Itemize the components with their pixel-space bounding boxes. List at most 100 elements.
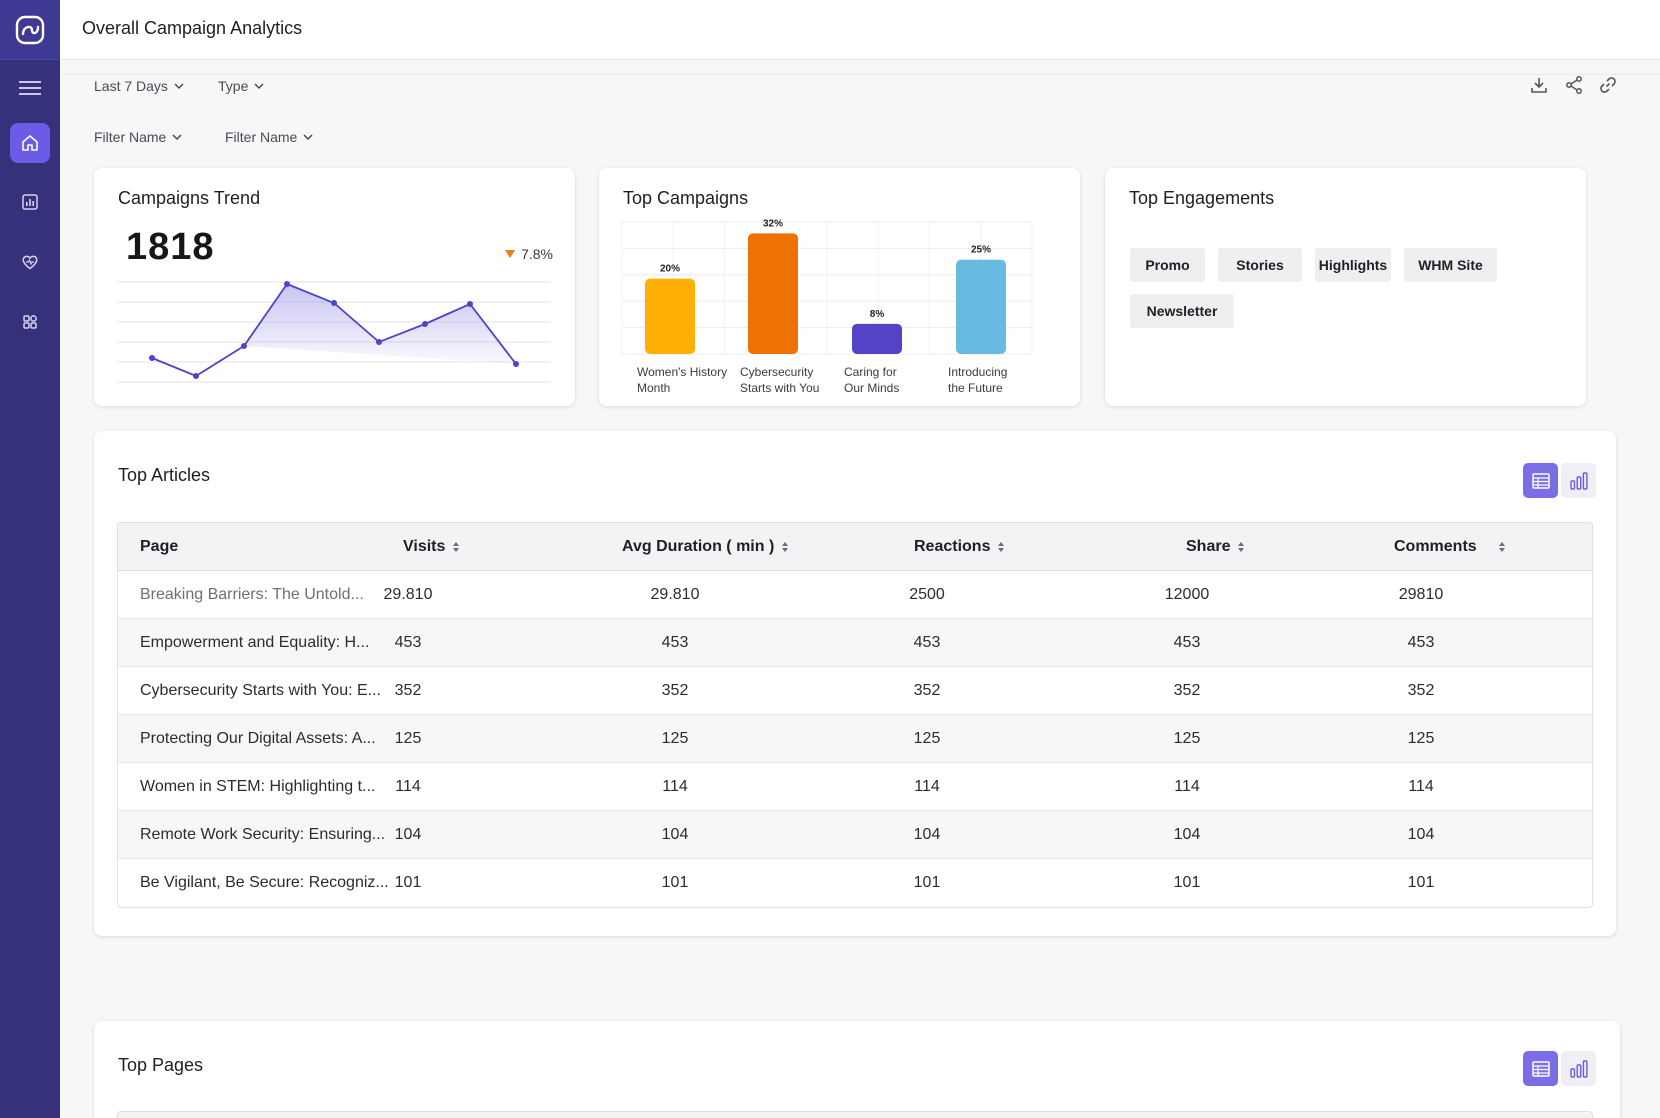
table-row[interactable]: Breaking Barriers: The Untold... 29.810 29… (118, 571, 1592, 619)
bar[interactable] (645, 278, 695, 354)
column-header-comments[interactable]: Comments (1394, 523, 1505, 571)
trend-sparkline (117, 281, 551, 383)
category-label: Caring for (844, 365, 897, 379)
chart-view-toggle[interactable] (1561, 1051, 1596, 1086)
cell-page[interactable]: Empowerment and Equality: H... (140, 634, 370, 651)
table-row[interactable]: Empowerment and Equality: H... 453 453 453 4… (118, 619, 1592, 667)
menu-icon (19, 81, 41, 95)
app-logo[interactable] (0, 0, 60, 60)
sort-icon[interactable] (998, 542, 1005, 552)
cell-visits: 101 (394, 874, 422, 891)
cell-comments: 114 (1408, 778, 1434, 795)
cell-reactions: 2500 (909, 586, 945, 603)
column-header-page[interactable]: Page (140, 523, 178, 571)
chevron-down-icon (174, 83, 184, 90)
filter-label-2: Filter Name (225, 129, 298, 145)
filter-dropdown-1[interactable]: Filter Name (94, 129, 182, 145)
cell-reactions: 104 (913, 826, 941, 843)
cell-visits: 125 (394, 730, 422, 747)
filter-dropdown-2[interactable]: Filter Name (225, 129, 313, 145)
cell-page[interactable]: Be Vigilant, Be Secure: Recogniz... (140, 874, 389, 891)
category-label: Cybersecurity (740, 365, 813, 379)
top-campaigns-chart: 20% Women's History Month 32% Cybersecurity S… (621, 218, 1033, 395)
column-header-visits[interactable]: Visits (403, 523, 460, 571)
top-pages-card: Top Pages (94, 1021, 1620, 1118)
bar[interactable] (748, 233, 798, 354)
page-header: Overall Campaign Analytics (60, 0, 1660, 60)
data-label: 32% (763, 218, 783, 229)
trend-delta: 7.8% (505, 246, 553, 262)
tag-promo[interactable]: Promo (1130, 248, 1205, 282)
cell-share: 104 (1173, 826, 1201, 843)
sidebar-item-wellbeing[interactable] (10, 242, 50, 282)
filter-label-1: Filter Name (94, 129, 167, 145)
bar[interactable] (852, 323, 902, 354)
cell-share: 125 (1173, 730, 1201, 747)
cell-comments: 125 (1407, 730, 1435, 747)
bar[interactable] (956, 259, 1006, 354)
table-body: Breaking Barriers: The Untold... 29.810 29… (118, 571, 1592, 907)
date-range-label: Last 7 Days (94, 78, 168, 94)
table-row[interactable]: Remote Work Security: Ensuring... 104 104 1… (118, 811, 1592, 859)
sort-icon[interactable] (782, 542, 789, 552)
cell-page[interactable]: Remote Work Security: Ensuring... (140, 826, 386, 843)
cell-visits: 352 (394, 682, 422, 699)
column-header-avg-duration[interactable]: Avg Duration ( min ) (622, 523, 789, 571)
cell-visits: 114 (395, 778, 421, 795)
tag-stories[interactable]: Stories (1218, 248, 1302, 282)
sort-icon[interactable] (453, 542, 460, 552)
chevron-down-icon (303, 134, 313, 141)
sort-icon[interactable] (1238, 542, 1245, 552)
column-header-share[interactable]: Share (1186, 523, 1245, 571)
table-view-toggle[interactable] (1523, 463, 1558, 498)
trend-down-icon (505, 250, 516, 258)
category-label: Starts with You (740, 381, 819, 395)
category-label: Women's History (637, 365, 727, 379)
apps-icon (23, 315, 37, 329)
cell-page[interactable]: Breaking Barriers: The Untold... (140, 586, 364, 603)
menu-button[interactable] (0, 66, 60, 110)
bar-chart-icon (1569, 471, 1588, 490)
sort-icon[interactable] (1498, 542, 1505, 552)
column-header-reactions[interactable]: Reactions (914, 523, 1005, 571)
table-row[interactable]: Protecting Our Digital Assets: A... 125 12… (118, 715, 1592, 763)
sidebar-item-apps[interactable] (10, 302, 50, 342)
trend-delta-value: 7.8% (521, 246, 553, 262)
share-button[interactable] (1563, 74, 1585, 96)
category-label: the Future (948, 381, 1003, 395)
cell-page[interactable]: Cybersecurity Starts with You: E... (140, 682, 381, 699)
cell-comments: 101 (1407, 874, 1435, 891)
table-row[interactable]: Women in STEM: Highlighting t... 114 114 11… (118, 763, 1592, 811)
download-button[interactable] (1528, 74, 1550, 96)
cell-avg-duration: 125 (661, 730, 689, 747)
cell-share: 114 (1174, 778, 1200, 795)
table-row[interactable]: Cybersecurity Starts with You: E... 352 35… (118, 667, 1592, 715)
sidebar-item-home[interactable] (10, 123, 50, 163)
tag-highlights[interactable]: Highlights (1315, 248, 1391, 282)
top-campaigns-card: Top Campaigns 20% Women's History Month 32%… (599, 168, 1080, 406)
copy-link-button[interactable] (1597, 74, 1619, 96)
cell-page[interactable]: Protecting Our Digital Assets: A... (140, 730, 376, 747)
cell-avg-duration: 453 (661, 634, 689, 651)
tag-newsletter[interactable]: Newsletter (1130, 294, 1234, 328)
cell-share: 12000 (1164, 586, 1210, 603)
type-dropdown[interactable]: Type (218, 78, 264, 94)
table-row[interactable]: Be Vigilant, Be Secure: Recogniz... 101 10… (118, 859, 1592, 907)
bar-chart-icon (1569, 1059, 1588, 1078)
tag-whm-site[interactable]: WHM Site (1404, 248, 1497, 282)
data-label: 25% (971, 245, 991, 256)
table-view-toggle[interactable] (1523, 1051, 1558, 1086)
date-range-dropdown[interactable]: Last 7 Days (94, 78, 184, 94)
cell-page[interactable]: Women in STEM: Highlighting t... (140, 778, 376, 795)
chart-view-toggle[interactable] (1561, 463, 1596, 498)
home-icon (22, 135, 38, 151)
cell-comments: 104 (1407, 826, 1435, 843)
sidebar-item-analytics[interactable] (10, 182, 50, 222)
card-title: Top Pages (118, 1055, 204, 1075)
engagement-tags: Promo Stories Highlights WHM Site Newsle… (1130, 248, 1570, 328)
share-icon (1566, 76, 1582, 94)
cell-reactions: 101 (913, 874, 941, 891)
column-label: Visits (403, 538, 446, 555)
download-icon (1531, 78, 1547, 93)
logo-icon (15, 15, 45, 44)
